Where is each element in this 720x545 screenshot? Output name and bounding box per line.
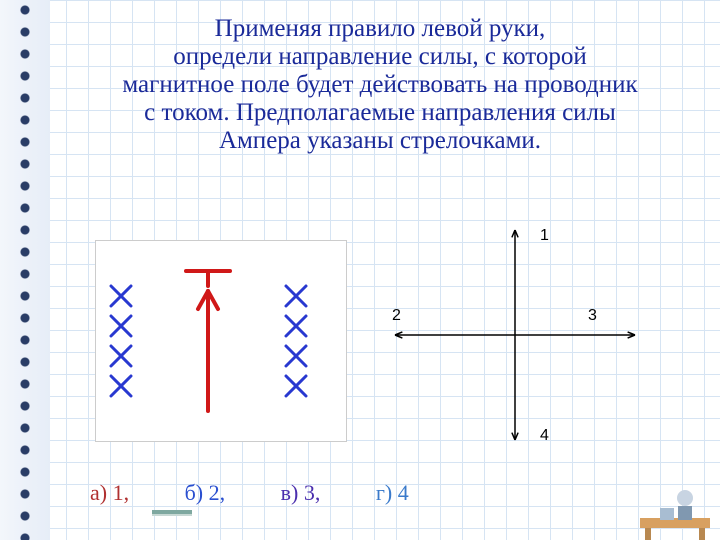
notebook-binding — [0, 0, 50, 540]
title-line-1: Применяя правило левой руки, — [215, 15, 546, 42]
desk-figure-decoration — [630, 480, 720, 540]
arrows-diagram-svg: 1 2 3 4 — [370, 220, 660, 450]
option-b[interactable]: б) 2, — [185, 480, 226, 505]
left-diagram — [95, 240, 347, 442]
title-line-3: магнитное поле будет действовать на пров… — [122, 71, 637, 98]
problem-title: Применяя правило левой руки, определи на… — [60, 15, 700, 155]
option-a[interactable]: а) 1, — [90, 480, 129, 505]
svg-text:3: 3 — [588, 307, 597, 324]
title-line-5: Ампера указаны стрелочками. — [219, 127, 541, 154]
left-diagram-svg — [96, 241, 346, 441]
option-c[interactable]: в) 3, — [281, 480, 321, 505]
option-d[interactable]: г) 4 — [376, 480, 409, 505]
answer-options: а) 1, б) 2, в) 3, г) 4 — [90, 480, 590, 506]
svg-text:2: 2 — [392, 307, 401, 324]
svg-text:1: 1 — [540, 227, 549, 244]
svg-text:4: 4 — [540, 427, 549, 444]
arrows-diagram: 1 2 3 4 — [370, 220, 660, 450]
title-line-2: определи направление силы, с которой — [173, 43, 586, 70]
answer-underline-icon — [152, 510, 192, 514]
title-line-4: с током. Предполагаемые направления силы — [144, 99, 616, 126]
